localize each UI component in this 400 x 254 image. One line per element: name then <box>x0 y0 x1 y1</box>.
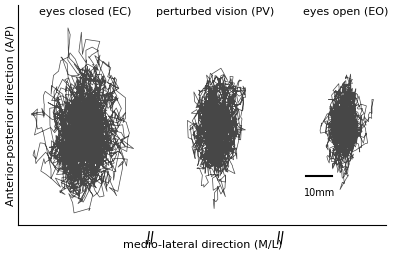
Text: eyes closed (EC): eyes closed (EC) <box>39 7 131 17</box>
Text: perturbed vision (PV): perturbed vision (PV) <box>156 7 274 17</box>
X-axis label: medio-lateral direction (M/L): medio-lateral direction (M/L) <box>123 239 282 248</box>
Text: 10mm: 10mm <box>304 187 335 197</box>
Text: eyes open (EO): eyes open (EO) <box>302 7 388 17</box>
Y-axis label: Anterior-posterior direction (A/P): Anterior-posterior direction (A/P) <box>6 25 16 205</box>
